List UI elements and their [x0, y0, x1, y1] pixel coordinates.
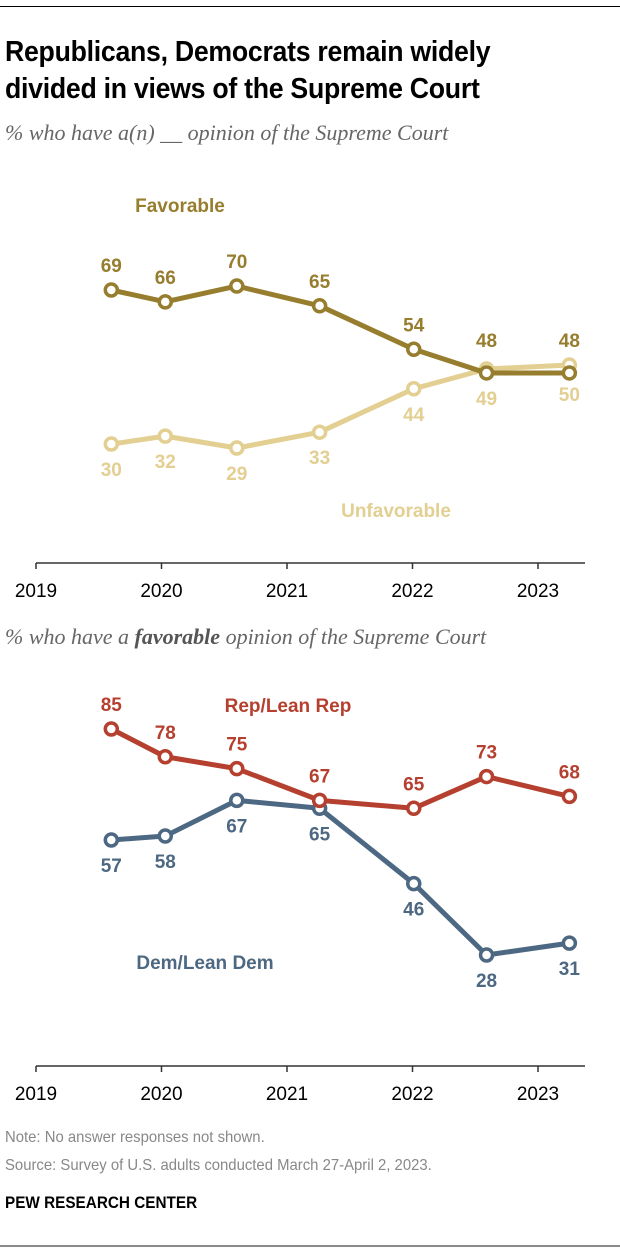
- bottom-rule: [0, 1245, 620, 1247]
- rep-lean-rep-data-label: 73: [476, 743, 497, 764]
- x-tick-label-2019: 2019: [15, 1084, 57, 1105]
- favorable-data-label: 65: [309, 272, 331, 293]
- x-tick-label-2021: 2021: [266, 581, 308, 602]
- top-rule: [0, 6, 620, 7]
- x-tick-label-2019: 2019: [15, 581, 57, 602]
- x-tick-label-2020: 2020: [140, 1084, 182, 1105]
- source-text: Source: Survey of U.S. adults conducted …: [5, 1157, 432, 1174]
- unfavorable-point: [406, 381, 422, 397]
- subtitle-post: opinion of the Supreme Court: [220, 624, 487, 649]
- dem-lean-dem-data-label: 31: [559, 959, 581, 980]
- dem-lean-dem-point: [157, 828, 174, 844]
- unfavorable-data-label: 50: [559, 385, 580, 406]
- dem-lean-dem-line: [111, 797, 570, 958]
- partisan-favorability-chart: 2019 2020 2021 2022 2023 85 78 75 67 65 73 68 Rep/Le…: [15, 695, 585, 1105]
- dem-lean-dem-point: [103, 832, 120, 848]
- favorable-data-label: 48: [559, 331, 580, 352]
- favorability-chart: 2019 2020 2021 2022 2023 69 66 70 65 54 48 48 Favora…: [15, 196, 585, 602]
- brand-logo-text: PEW RESEARCH CENTER: [5, 1193, 198, 1212]
- dem-lean-dem-data-label: 28: [476, 971, 497, 992]
- favorable-data-label: 70: [226, 252, 247, 273]
- note-text: Note: No answer responses not shown.: [5, 1129, 265, 1146]
- dem-lean-dem-point: [406, 875, 422, 892]
- x-tick-label-2023: 2023: [517, 581, 559, 602]
- rep-lean-rep-data-label: 65: [403, 774, 425, 795]
- title-line-1: Republicans, Democrats remain widely: [5, 36, 491, 68]
- rep-lean-rep-data-label: 85: [101, 695, 123, 716]
- subtitle-top-chart: % who have a(n) __ opinion of the Suprem…: [5, 120, 449, 145]
- unfavorable-point: [229, 440, 245, 456]
- unfavorable-data-label: 32: [155, 452, 176, 473]
- unfavorable-data-label: 49: [476, 389, 497, 410]
- x-tick-label-2022: 2022: [391, 1084, 433, 1105]
- favorable-point: [478, 365, 495, 381]
- x-tick-label-2021: 2021: [266, 1084, 308, 1105]
- title-line-2: divided in views of the Supreme Court: [5, 73, 480, 105]
- favorable-data-label: 69: [101, 256, 122, 277]
- rep-lean-rep-legend-label: Rep/Lean Rep: [225, 696, 352, 717]
- rep-lean-rep-point: [157, 749, 174, 765]
- favorable-point: [311, 298, 328, 314]
- subtitle-bold: favorable: [134, 624, 221, 649]
- x-tick-label-2022: 2022: [391, 581, 433, 602]
- rep-lean-rep-point: [406, 800, 422, 817]
- unfavorable-data-label: 44: [403, 405, 425, 426]
- favorable-data-label: 66: [155, 268, 176, 289]
- chart-title: Republicans, Democrats remain widely div…: [5, 34, 612, 108]
- x-tick-label-2020: 2020: [140, 581, 182, 602]
- unfavorable-legend-label: Unfavorable: [341, 501, 451, 522]
- dem-lean-dem-legend-label: Dem/Lean Dem: [136, 953, 273, 974]
- favorable-point: [229, 278, 245, 294]
- unfavorable-data-label: 33: [309, 448, 330, 469]
- favorable-point: [406, 341, 422, 357]
- favorable-point: [157, 294, 174, 310]
- rep-lean-rep-data-label: 75: [226, 735, 248, 756]
- dem-lean-dem-point: [478, 947, 495, 963]
- dem-lean-dem-point: [561, 935, 578, 951]
- dem-lean-dem-data-label: 58: [155, 852, 176, 873]
- rep-lean-rep-line: [110, 726, 570, 811]
- favorable-data-label: 54: [403, 315, 425, 336]
- x-tick-label-2023: 2023: [517, 1084, 559, 1105]
- unfavorable-data-label: 29: [226, 464, 247, 485]
- dem-lean-dem-point: [229, 792, 245, 809]
- rep-lean-rep-data-label: 78: [155, 723, 176, 744]
- rep-lean-rep-point: [103, 721, 120, 737]
- rep-lean-rep-point: [561, 788, 578, 805]
- rep-lean-rep-point: [229, 760, 245, 777]
- unfavorable-point: [157, 428, 174, 444]
- rep-lean-rep-data-label: 67: [309, 766, 330, 787]
- favorable-data-label: 48: [476, 331, 497, 352]
- unfavorable-point: [311, 424, 328, 440]
- favorable-point: [561, 365, 578, 381]
- dem-lean-dem-data-label: 46: [403, 900, 424, 921]
- unfavorable-point: [103, 436, 120, 452]
- dem-lean-dem-data-label: 65: [309, 824, 331, 845]
- subtitle-bottom-chart: % who have a favorable opinion of the Su…: [5, 624, 486, 650]
- unfavorable-data-label: 30: [101, 460, 122, 481]
- favorable-legend-label: Favorable: [135, 196, 225, 217]
- rep-lean-rep-data-label: 68: [559, 762, 580, 783]
- subtitle-pre: % who have a: [5, 624, 135, 649]
- dem-lean-dem-data-label: 67: [226, 816, 247, 837]
- dem-lean-dem-data-label: 57: [101, 856, 122, 877]
- rep-lean-rep-point: [311, 792, 328, 809]
- favorable-point: [103, 282, 120, 298]
- rep-lean-rep-point: [478, 768, 495, 785]
